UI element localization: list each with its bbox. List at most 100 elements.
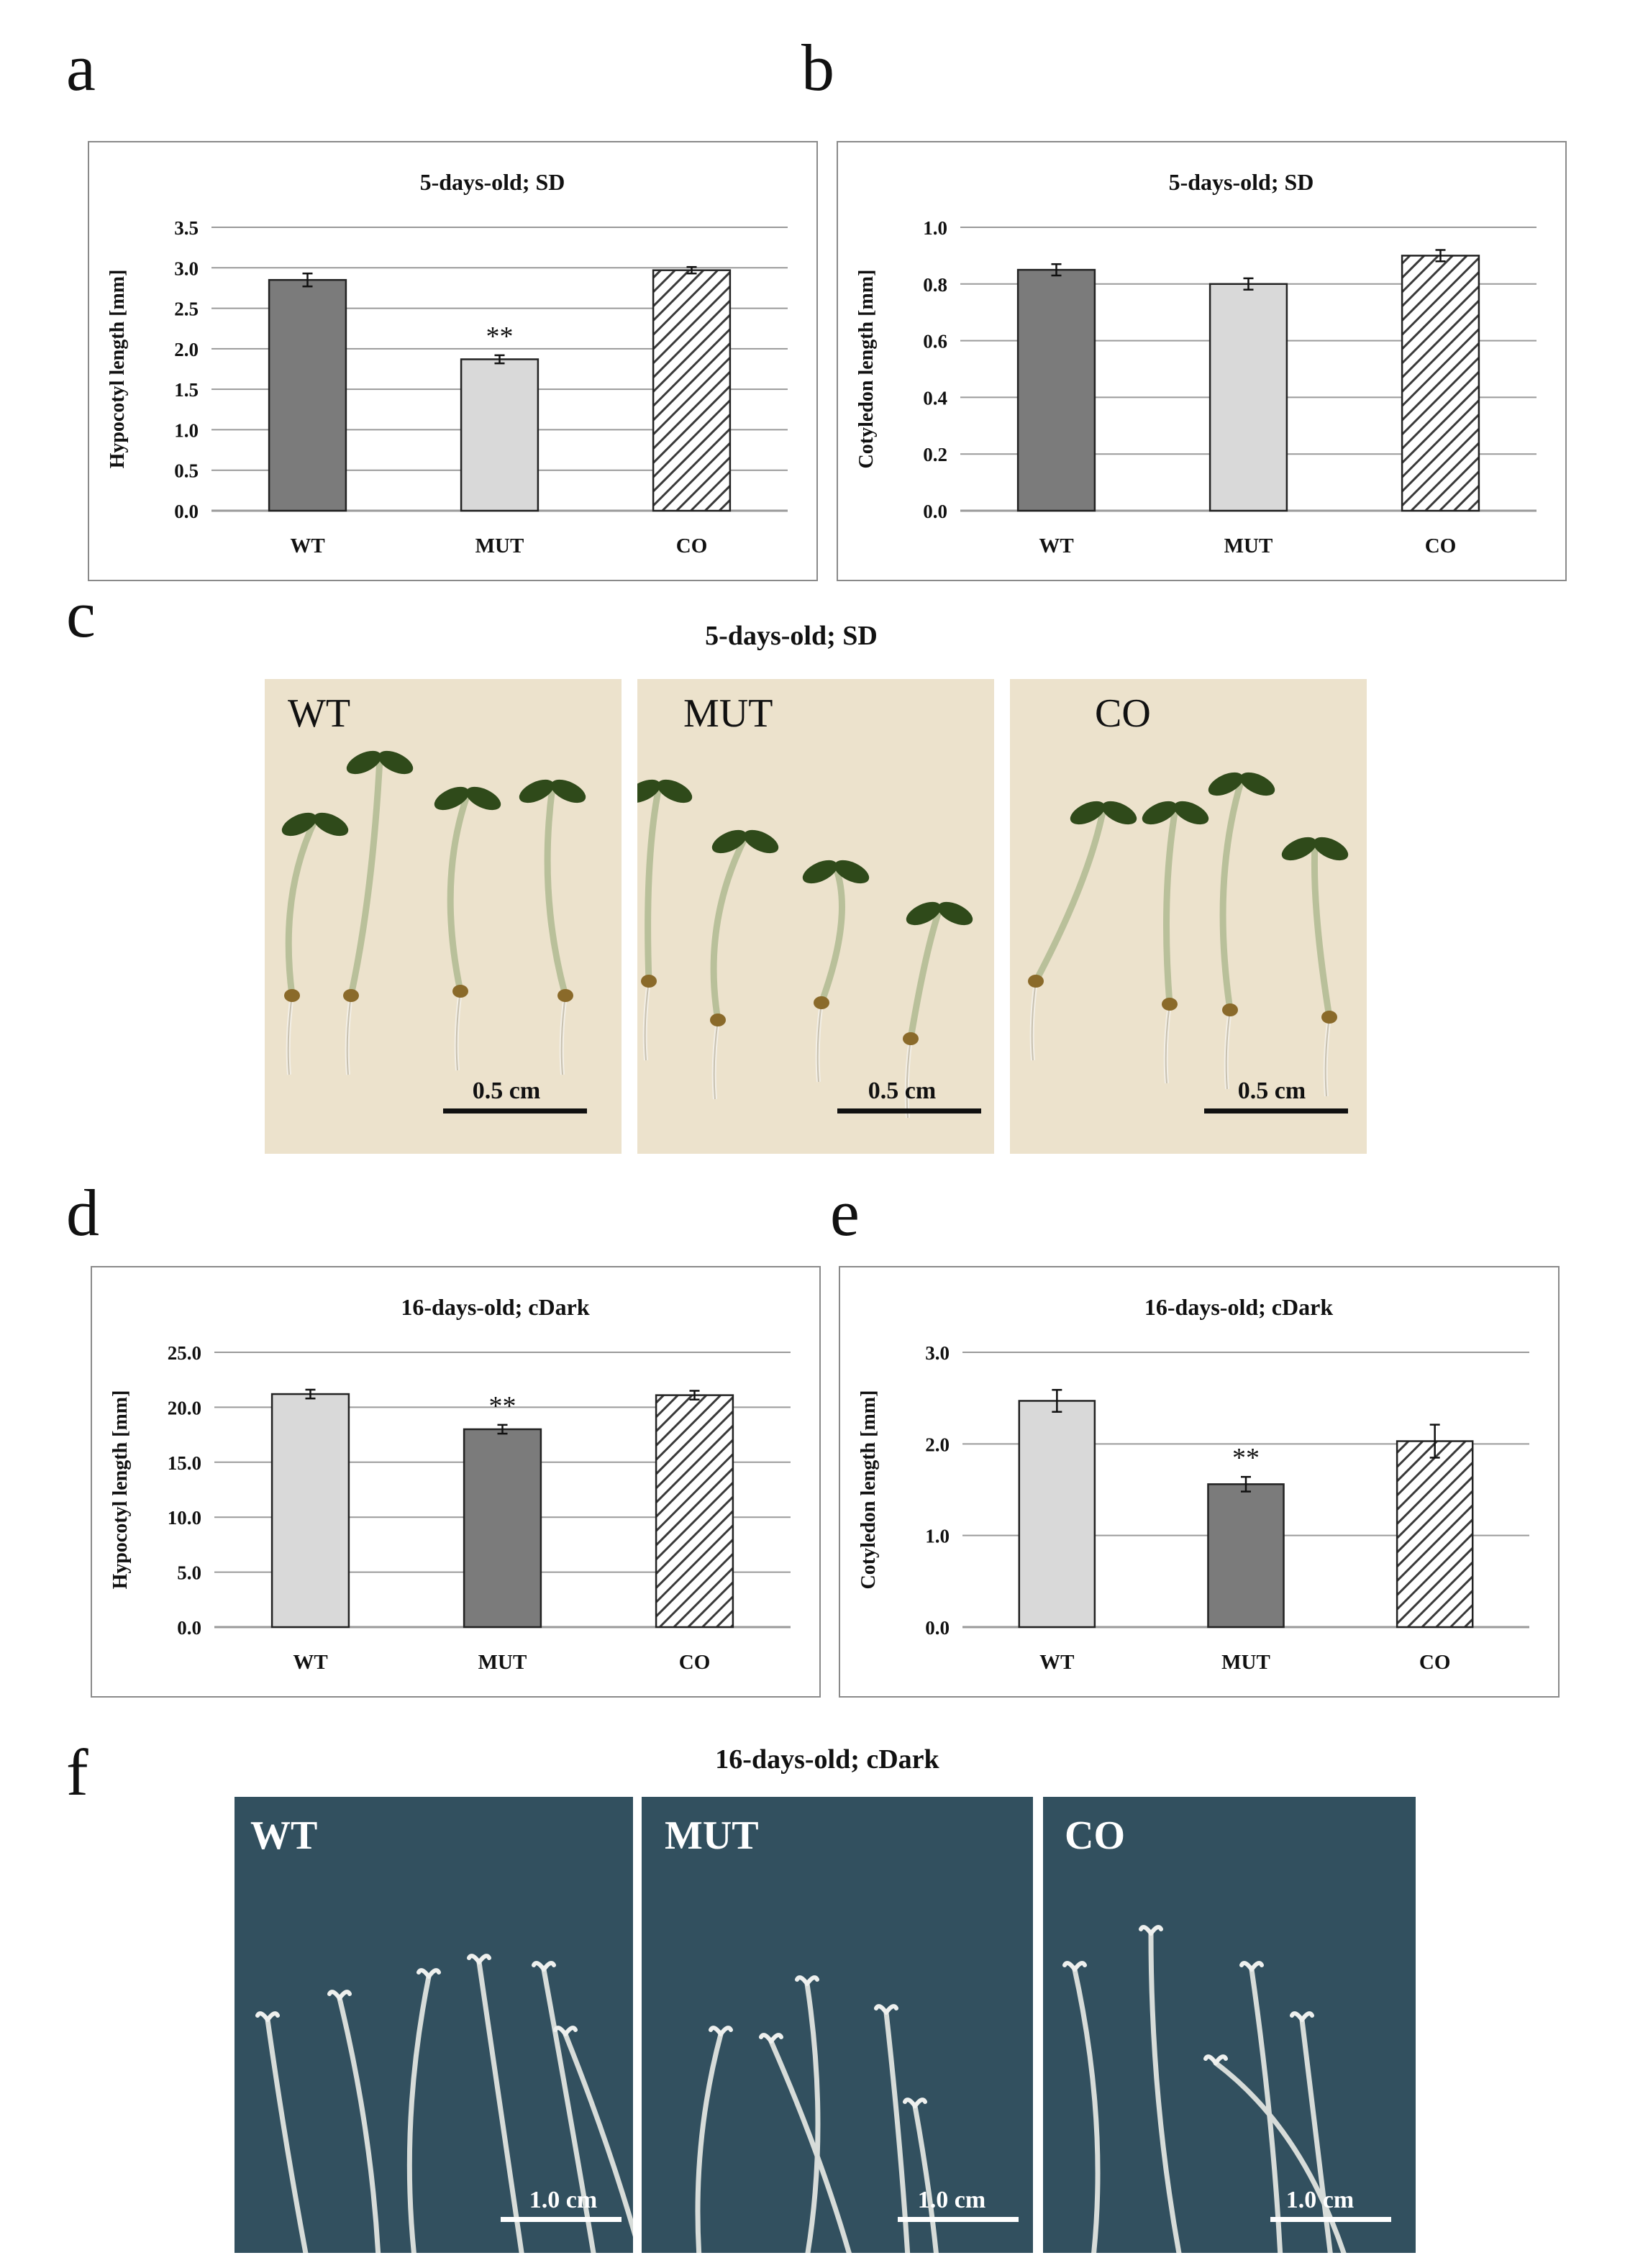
chart-b-xtick-wt: WT	[1039, 534, 1073, 557]
seedling	[327, 1990, 381, 2253]
photo-f-1-seedlings	[695, 1975, 939, 2253]
photo-f-mut-label: MUT	[665, 1813, 759, 1858]
photo-f-wt-scale-bar	[501, 2217, 622, 2222]
chart-e-ytick: 1.0	[925, 1526, 950, 1547]
chart-a-errorbar-mut	[494, 354, 505, 365]
photo-f-2-seedlings	[1062, 1925, 1347, 2253]
photo-c-1-seedlings	[637, 779, 973, 1119]
chart-b-errorbar-co	[1435, 249, 1446, 263]
seedling	[553, 2026, 633, 2237]
chart-b-ylabel: Cotyledon length [mm]	[855, 270, 878, 469]
seedling	[519, 779, 586, 1075]
photo-f-mut-scale-label: 1.0 cm	[917, 2187, 986, 2213]
photo-c-wt-scale-bar	[443, 1108, 587, 1113]
photo-c-mut-label: MUT	[683, 691, 773, 736]
chart-b-ytick: 0.2	[923, 444, 947, 465]
seedling	[1142, 801, 1209, 1084]
chart-e-xtick-wt: WT	[1039, 1651, 1074, 1674]
photo-f-co-scale-label: 1.0 cm	[1285, 2187, 1355, 2213]
chart-d-bar-mut	[463, 1428, 542, 1629]
photo-c-co-scale-bar	[1204, 1108, 1348, 1113]
chart-a-svg: 5-days-old; SD 0.0 0.5 1.0 1.5 2.0 2.5 3.0 3.5 Hy…	[106, 169, 788, 557]
chart-a-ytick: 3.5	[174, 217, 199, 239]
chart-a-ylabel: Hypocotyl length [mm]	[106, 270, 129, 469]
chart-a-errorbar-co	[686, 265, 697, 275]
chart-b-ytick: 1.0	[923, 217, 947, 239]
seedling	[1290, 2011, 1333, 2253]
chart-d-xtick-co: CO	[679, 1651, 711, 1674]
chart-a-ytick: 0.0	[174, 501, 199, 522]
seedling	[281, 812, 349, 1075]
chart-d-errorbar-co	[689, 1390, 700, 1401]
seedling	[1281, 837, 1349, 1097]
chart-d-ytick: 5.0	[177, 1562, 201, 1584]
chart-b-errorbar-wt	[1051, 263, 1062, 277]
chart-b-ytick: 0.8	[923, 274, 947, 296]
seedling	[406, 1968, 441, 2253]
seedling	[710, 829, 779, 1100]
chart-e-ytick: 2.0	[925, 1434, 950, 1455]
photo-c-co-scale-label: 0.5 cm	[1237, 1078, 1306, 1104]
seedling	[795, 1975, 821, 2253]
chart-a-xtick-co: CO	[676, 534, 708, 557]
chart-b-xtick-co: CO	[1425, 534, 1457, 557]
chart-d-ytick: 0.0	[177, 1617, 201, 1639]
seedling	[802, 860, 870, 1083]
photo-c-title: 5-days-old; SD	[705, 621, 878, 651]
photo-c-wt: WT 0.5 cm	[265, 679, 622, 1154]
chart-b-cotyledon-sd: 5-days-old; SD 0.0 0.2 0.4 0.6 0.8 1.0 Cotyledo…	[837, 141, 1567, 581]
panel-letter-d: d	[66, 1176, 99, 1249]
chart-e-xtick-mut: MUT	[1221, 1651, 1270, 1674]
panel-letter-b: b	[801, 31, 834, 104]
panel-letter-c: c	[66, 578, 96, 651]
chart-d-bar-wt	[270, 1393, 350, 1629]
chart-b-ytick: 0.6	[923, 331, 947, 352]
chart-b-bar-mut	[1208, 283, 1288, 512]
chart-e-ytick: 0.0	[925, 1617, 950, 1639]
chart-d-ytick: 25.0	[168, 1342, 201, 1364]
chart-d-ytick: 15.0	[168, 1452, 201, 1474]
chart-b-svg: 5-days-old; SD 0.0 0.2 0.4 0.6 0.8 1.0 Cotyledo…	[855, 169, 1537, 557]
seedling	[637, 779, 693, 1061]
chart-b-errorbar-mut	[1243, 277, 1254, 291]
seedling	[1062, 1961, 1101, 2253]
seedling	[343, 750, 414, 1075]
chart-e-cotyledon-dark: 16-days-old; cDark 0.0 1.0 2.0 3.0 Cotyledon …	[839, 1266, 1560, 1698]
seedling	[903, 901, 973, 1119]
chart-a-bar-mut	[460, 358, 540, 512]
photo-c-2-seedlings	[1028, 772, 1349, 1097]
chart-d-bar-co	[655, 1394, 734, 1629]
chart-b-title: 5-days-old; SD	[1169, 169, 1314, 195]
panel-letter-e: e	[830, 1176, 860, 1249]
photo-c-co-label: CO	[1095, 691, 1151, 736]
chart-a-ytick: 0.5	[174, 460, 199, 482]
seedling	[759, 2033, 852, 2253]
seedling	[903, 2098, 939, 2253]
chart-e-bar-wt	[1018, 1400, 1096, 1629]
chart-e-svg: 16-days-old; cDark 0.0 1.0 2.0 3.0 Cotyledon …	[857, 1294, 1529, 1674]
chart-a-hypocotyl-sd: 5-days-old; SD 0.0 0.5 1.0 1.5 2.0 2.5 3.0 3.5 Hy…	[88, 141, 818, 581]
photo-f-wt-label: WT	[250, 1813, 318, 1858]
chart-e-errorbar-co	[1429, 1424, 1440, 1459]
chart-e-xtick-co: CO	[1419, 1651, 1451, 1674]
photo-c-0-seedlings	[281, 750, 586, 1075]
chart-b-ytick: 0.4	[923, 387, 947, 409]
chart-d-errorbar-mut	[497, 1424, 508, 1435]
seedling	[255, 2011, 309, 2253]
chart-b-bar-wt	[1016, 268, 1096, 512]
chart-b-xtick-mut: MUT	[1224, 534, 1273, 557]
chart-a-ytick: 1.5	[174, 379, 199, 401]
chart-a-title: 5-days-old; SD	[420, 169, 565, 195]
seedling	[695, 2026, 733, 2253]
photo-c-mut: MUT 0.5 cm	[637, 679, 994, 1154]
chart-a-ytick: 2.0	[174, 339, 199, 360]
seedling	[1028, 801, 1137, 1061]
chart-e-bar-co	[1396, 1440, 1474, 1629]
photo-f-co-scale-bar	[1270, 2217, 1391, 2222]
chart-e-ylabel: Cotyledon length [mm]	[857, 1390, 880, 1590]
photo-c-wt-label: WT	[288, 691, 351, 736]
chart-b-ytick: 0.0	[923, 501, 947, 522]
chart-a-ytick: 3.0	[174, 258, 199, 279]
chart-e-errorbar-mut	[1241, 1475, 1251, 1493]
chart-b-bar-co	[1401, 255, 1480, 512]
